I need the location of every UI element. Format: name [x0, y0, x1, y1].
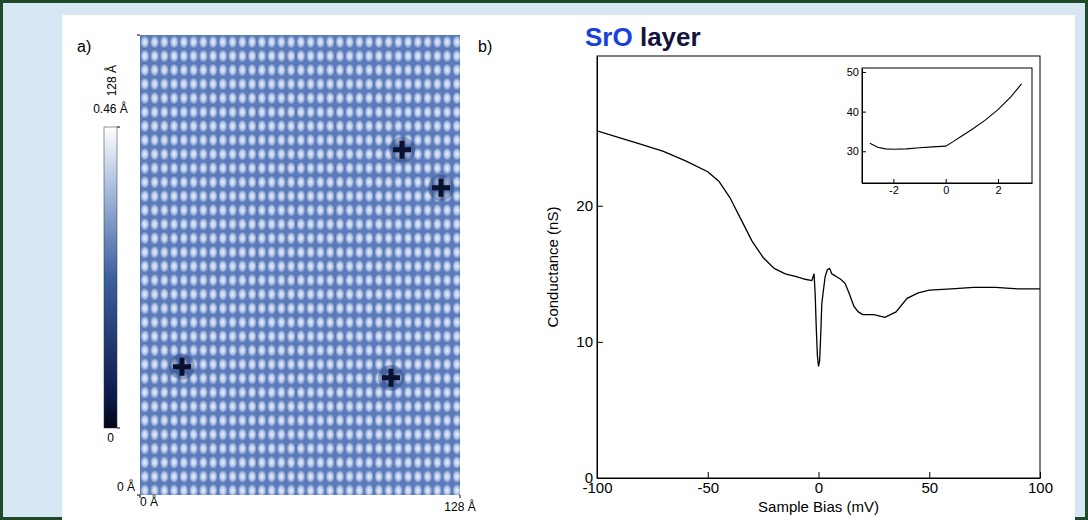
x-tick: 0 [815, 472, 823, 496]
y-tick-label: 0 Å [117, 479, 135, 494]
y-axis-title: Conductance (nS) [544, 207, 561, 328]
plot-frame [862, 68, 1032, 183]
defect [382, 369, 400, 387]
x-tick-label: -2 [889, 184, 899, 196]
y-axis: 0 10 20 [576, 57, 603, 487]
plot-frame [597, 56, 1040, 478]
y-axis-line [862, 69, 863, 184]
plot-area [870, 84, 1022, 149]
defect-halo [378, 365, 404, 391]
defect-halo [169, 354, 195, 380]
x-tick-mark [893, 179, 894, 183]
panel-label: a) [77, 38, 91, 55]
x-axis: -100-50050100 [582, 472, 1053, 496]
x-tick: 100 [1028, 472, 1053, 496]
defect [173, 358, 191, 376]
x-tick-mark [929, 472, 930, 478]
colorbar-label: 0.46 Å [93, 101, 128, 116]
y-tick-mark [137, 495, 140, 496]
x-tick: 0 [943, 179, 949, 196]
y-tick-label: 20 [576, 197, 593, 214]
y-tick-label: 10 [576, 333, 593, 350]
x-tick-label: -50 [697, 479, 719, 496]
x-tick: -2 [889, 179, 899, 196]
x-tick-mark [998, 179, 999, 183]
defect [393, 141, 411, 159]
y-tick: 40 [847, 106, 866, 118]
y-tick-mark [862, 151, 866, 152]
x-tick-label: 100 [1028, 479, 1053, 496]
panel-label: b) [478, 38, 492, 55]
y-tick-label: 0 [585, 469, 593, 486]
x-tick: 50 [921, 472, 938, 496]
title-part: layer [633, 22, 701, 52]
x-tick-mark [708, 472, 709, 478]
y-tick: 0 [585, 469, 603, 486]
colorbar [104, 127, 117, 428]
defect [432, 179, 450, 197]
x-tick: -50 [697, 472, 719, 496]
colorbar-tick [117, 127, 120, 128]
y-tick: 10 [576, 333, 603, 350]
x-tick-label: 128 Å [444, 499, 475, 514]
page: 0 Å128 Å0 Å128 Å00.46 Åa)-100-5005010001… [0, 0, 1088, 520]
y-tick-label: 128 Å [104, 65, 119, 96]
x-tick-mark [819, 472, 820, 478]
x-tick-mark [460, 495, 461, 498]
defect-halo [389, 137, 415, 163]
x-tick: 2 [995, 179, 1001, 196]
x-axis: -2 0 2 [863, 179, 1033, 196]
x-tick-label: 50 [921, 479, 938, 496]
y-axis-line [597, 57, 598, 479]
plot-area [597, 131, 1040, 367]
y-tick-mark [597, 478, 603, 479]
colorbar-label: 0 [107, 431, 114, 445]
y-tick-label: 50 [847, 66, 859, 78]
spectrum-line [597, 131, 1040, 367]
x-axis-title: Sample Bias (mV) [758, 498, 879, 515]
y-tick-mark [597, 206, 603, 207]
title-part: SrO [585, 22, 633, 52]
chart-title: SrO layer [585, 22, 701, 52]
defect-halo [428, 175, 454, 201]
y-axis: 30 40 50 [847, 66, 866, 184]
x-tick-label: 0 [943, 184, 949, 196]
x-tick-label: 2 [995, 184, 1001, 196]
y-tick: 20 [576, 197, 603, 214]
lattice [140, 35, 460, 495]
panel-ground [62, 15, 1075, 520]
x-tick-label: 0 [815, 479, 823, 496]
spectrum-line [870, 84, 1022, 149]
x-tick-mark [946, 179, 947, 183]
colorbar-tick [117, 428, 120, 429]
y-tick-label: 40 [847, 106, 859, 118]
y-tick: 50 [847, 66, 866, 78]
y-tick-mark [862, 72, 866, 73]
x-tick-mark [1040, 472, 1041, 478]
y-tick-mark [597, 342, 603, 343]
y-tick: 30 [847, 145, 866, 157]
y-tick-mark [862, 112, 866, 113]
y-tick-mark [137, 35, 140, 36]
x-tick-label: 0 Å [140, 494, 158, 509]
image-area [140, 35, 460, 495]
y-tick-label: 30 [847, 145, 859, 157]
